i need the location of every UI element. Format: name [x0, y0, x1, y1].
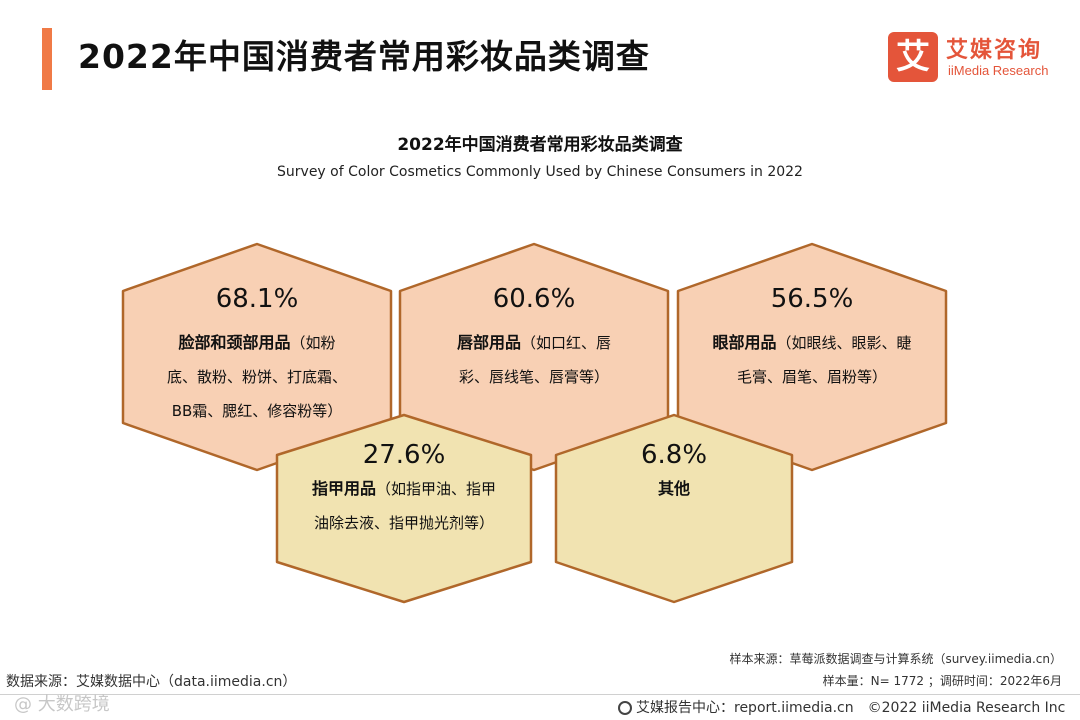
data-source: 数据来源：艾媒数据中心（data.iimedia.cn） [6, 674, 297, 690]
sample-size: 样本量：N= 1772 ；调研时间：2022年6月 [822, 674, 1062, 688]
logo-mark-icon: 艾 [888, 32, 938, 82]
watermark: @ 大数跨境 [14, 694, 110, 715]
hex-category-name: 唇部用品 [456, 333, 521, 352]
iimedia-logo[interactable]: 艾 艾媒咨询 iiMedia Research [888, 32, 1068, 84]
title-accent-bar [42, 28, 52, 90]
hex-percentage: 6.8% [640, 440, 708, 470]
hex-description: 脸部和颈部用品（如粉 底、散粉、粉饼、打底霜、 BB霜、腮红、修容粉等） [123, 326, 391, 428]
hex-description: 其他 [556, 472, 792, 506]
hex-category-name: 其他 [657, 479, 690, 498]
page-title: 2022年中国消费者常用彩妆品类调查 [78, 37, 650, 76]
hex-detail-line: （如眼线、眼影、睫 [776, 334, 912, 352]
hex-percentage: 60.6% [492, 284, 576, 314]
footer-divider [0, 694, 1080, 695]
hex-category-name: 指甲用品 [311, 479, 376, 498]
hexagon-5 [554, 413, 794, 604]
hex-category-name: 脸部和颈部用品 [178, 333, 291, 352]
hex-description: 指甲用品（如指甲油、指甲 油除去液、指甲抛光剂等） [277, 472, 531, 540]
hexagon-4 [275, 413, 533, 604]
copyright: ©2022 iiMedia Research Inc [867, 700, 1066, 716]
hexagon-2 [398, 242, 670, 472]
hex-detail-line: 油除去液、指甲抛光剂等） [313, 514, 494, 532]
hex-cell-text: 27.6% 指甲用品（如指甲油、指甲 油除去液、指甲抛光剂等） [277, 440, 531, 540]
hex-cell-text: 68.1% 脸部和颈部用品（如粉 底、散粉、粉饼、打底霜、 BB霜、腮红、修容粉… [123, 284, 391, 428]
hex-percentage: 27.6% [362, 440, 446, 470]
hex-cell-text: 56.5% 眼部用品（如眼线、眼影、睫 毛膏、眉笔、眉粉等） [678, 284, 946, 394]
hex-cell-text: 6.8% 其他 [556, 440, 792, 506]
hex-detail-line: （如粉 [290, 334, 336, 352]
hex-detail-line: （如指甲油、指甲 [376, 480, 497, 498]
footer-bottom-line: 艾媒报告中心：report.iimedia.cn ©2022 iiMedia Re… [618, 697, 1065, 717]
logo-english-name: iiMedia Research [948, 63, 1049, 78]
hex-detail-line: （如口红、唇 [521, 334, 612, 352]
globe-icon [618, 701, 632, 715]
hex-category-name: 眼部用品 [712, 333, 777, 352]
hex-detail-line: 毛膏、眉笔、眉粉等） [736, 368, 887, 386]
sample-source: 样本来源：草莓派数据调查与计算系统（survey.iimedia.cn） [729, 652, 1062, 666]
hex-detail-line: 彩、唇线笔、唇膏等） [458, 368, 609, 386]
hexagon-3 [676, 242, 948, 472]
hex-detail-line: BB霜、腮红、修容粉等） [171, 402, 343, 420]
hex-cell-text: 60.6% 唇部用品（如口红、唇 彩、唇线笔、唇膏等） [400, 284, 668, 394]
hex-description: 眼部用品（如眼线、眼影、睫 毛膏、眉笔、眉粉等） [678, 326, 946, 394]
hex-detail-line: 底、散粉、粉饼、打底霜、 [166, 368, 347, 386]
chart-subtitle: Survey of Color Cosmetics Commonly Used … [277, 164, 803, 180]
report-center-link[interactable]: 艾媒报告中心：report.iimedia.cn [636, 700, 854, 716]
hex-percentage: 68.1% [215, 284, 299, 314]
hex-percentage: 56.5% [770, 284, 854, 314]
hexagon-1 [121, 242, 393, 472]
hex-description: 唇部用品（如口红、唇 彩、唇线笔、唇膏等） [400, 326, 668, 394]
logo-chinese-name: 艾媒咨询 [946, 38, 1043, 63]
chart-title: 2022年中国消费者常用彩妆品类调查 [397, 135, 683, 155]
